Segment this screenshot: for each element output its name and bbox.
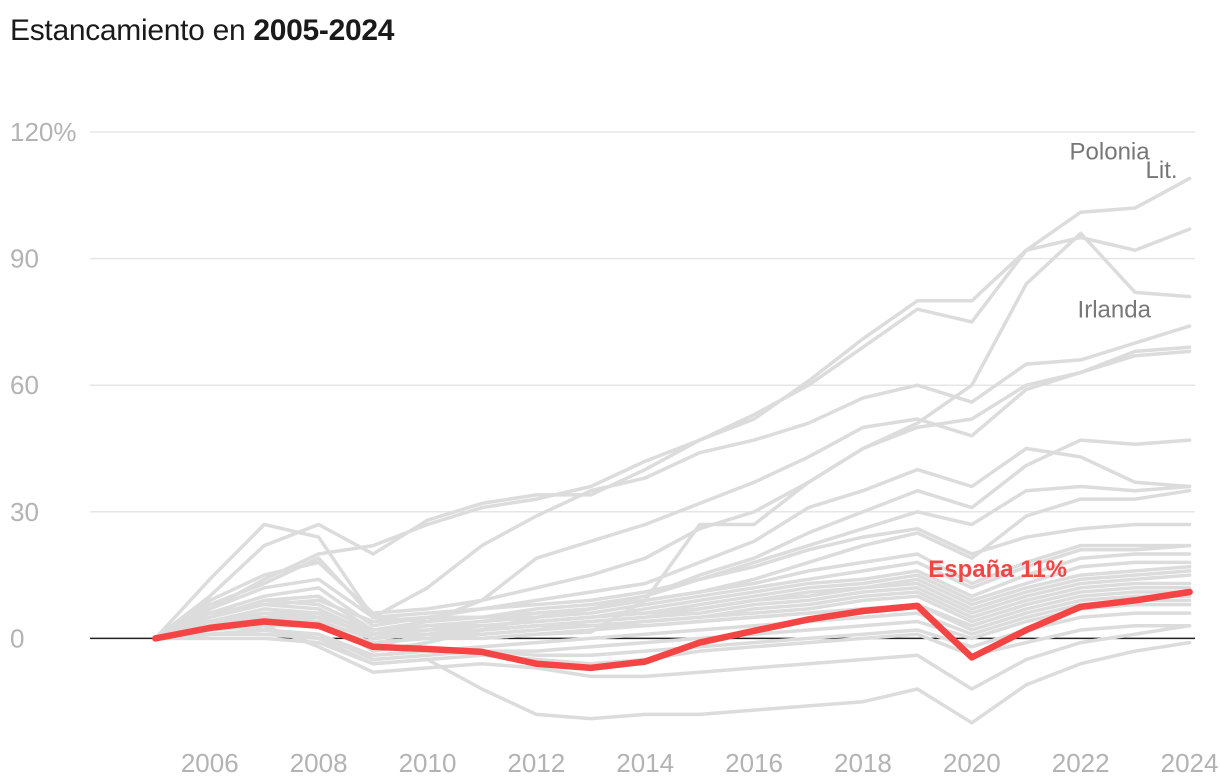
series-line-s17 — [153, 569, 1192, 641]
x-tick-label-2018: 2018 — [834, 748, 892, 778]
x-tick-label-2016: 2016 — [725, 748, 783, 778]
series-line-s4 — [153, 349, 1192, 641]
y-tick-label-60: 60 — [10, 370, 39, 400]
series-line-s27 — [153, 619, 1192, 691]
series-line-s13 — [153, 543, 1192, 641]
country-lines — [153, 176, 1192, 725]
x-tick-label-2010: 2010 — [399, 748, 457, 778]
y-tick-label-120: 120% — [10, 117, 77, 147]
x-tick-label-2020: 2020 — [943, 748, 1001, 778]
y-tick-label-0: 0 — [10, 623, 24, 653]
x-axis: 2006 2008 2010 2012 2014 2016 2018 2020 2022 2024 — [181, 748, 1219, 778]
series-line-espana — [152, 588, 1193, 672]
series-line-s9 — [153, 484, 1192, 641]
x-tick-label-2008: 2008 — [290, 748, 348, 778]
series-label-espana: España 11% — [928, 556, 1067, 583]
chart-title-prefix: Estancamiento en — [10, 14, 254, 47]
y-tick-label-90: 90 — [10, 244, 39, 274]
series-line-s24 — [153, 602, 1192, 662]
series-line-s28 — [153, 623, 1192, 725]
x-tick-label-2012: 2012 — [507, 748, 565, 778]
series-label-polonia: Polonia — [1070, 138, 1151, 165]
chart-title-years: 2005-2024 — [253, 14, 395, 47]
series-line-s5 — [153, 324, 1192, 641]
series-line-s6 — [153, 345, 1192, 641]
series-line-s12 — [153, 543, 1192, 641]
series-line-s7 — [153, 446, 1192, 641]
series-line-lituania — [153, 227, 1192, 641]
series-label-lituania: Lit. — [1146, 157, 1178, 184]
x-tick-label-2006: 2006 — [181, 748, 239, 778]
x-tick-label-2014: 2014 — [616, 748, 674, 778]
grid: 0 30 60 90 120% — [10, 117, 1195, 653]
spain-line-group — [152, 588, 1193, 672]
y-tick-label-30: 30 — [10, 497, 39, 527]
series-line-s18 — [153, 573, 1192, 641]
series-label-irlanda: Irlanda — [1078, 297, 1152, 324]
x-tick-label-2024: 2024 — [1161, 748, 1219, 778]
chart-title: Estancamiento en 2005-2024 — [10, 14, 394, 48]
x-tick-label-2022: 2022 — [1052, 748, 1110, 778]
